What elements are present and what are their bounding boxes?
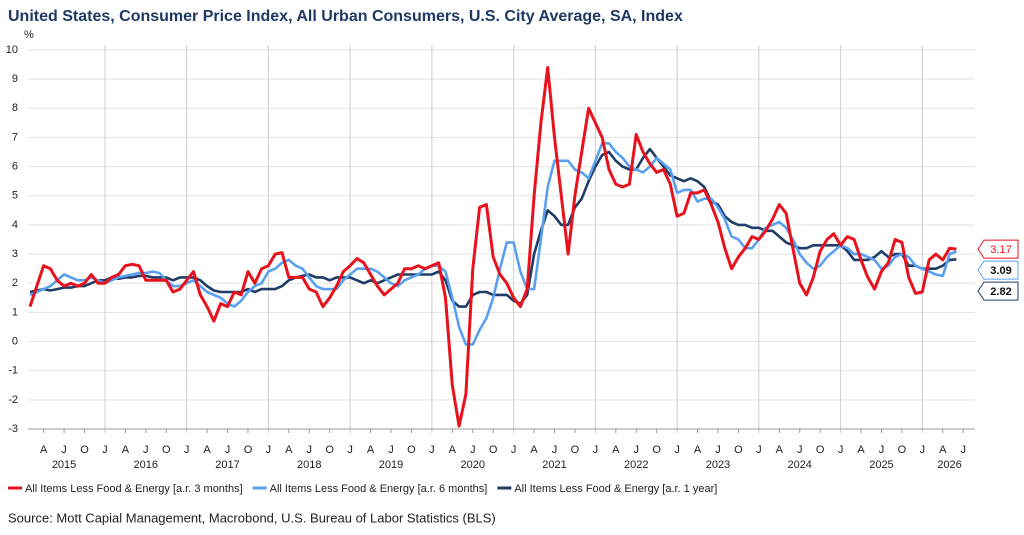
series-line — [28, 66, 957, 428]
year-label: 2021 — [542, 459, 566, 471]
x-tick-label: J — [225, 444, 231, 456]
x-tick-label: J — [715, 444, 721, 456]
y-tick-label: 3 — [12, 248, 18, 260]
x-tick-label: A — [40, 444, 48, 456]
y-tick-label: 4 — [12, 219, 18, 231]
x-tick-label: O — [244, 444, 253, 456]
y-tick-label: -3 — [8, 423, 18, 435]
x-tick-label: O — [734, 444, 743, 456]
x-tick-label: A — [857, 444, 865, 456]
y-tick-label: -2 — [8, 394, 18, 406]
x-tick-label: A — [449, 444, 457, 456]
x-tick-label: A — [776, 444, 784, 456]
y-tick-label: 6 — [12, 161, 18, 173]
chart-title: United States, Consumer Price Index, All… — [8, 8, 683, 25]
x-tick-label: A — [694, 444, 702, 456]
y-tick-label: 8 — [12, 102, 18, 114]
year-label: 2023 — [706, 459, 730, 471]
y-tick-label: 10 — [6, 44, 18, 56]
y-tick-label: 5 — [12, 190, 18, 202]
y-tick-label: 0 — [12, 335, 18, 347]
x-tick-label: O — [816, 444, 825, 456]
x-tick-label: O — [325, 444, 334, 456]
legend-label: All Items Less Food & Energy [a.r. 1 yea… — [514, 483, 717, 495]
x-tick-label: J — [756, 444, 762, 456]
year-label: 2018 — [297, 459, 321, 471]
x-tick-label: J — [102, 444, 108, 456]
y-tick-label: 7 — [12, 131, 18, 143]
y-tick-label: 9 — [12, 73, 18, 85]
x-tick-label: O — [898, 444, 907, 456]
x-tick-label: J — [920, 444, 926, 456]
x-tick-label: O — [652, 444, 661, 456]
x-tick-label: J — [674, 444, 680, 456]
y-tick-label: 2 — [12, 277, 18, 289]
series-line — [29, 142, 957, 346]
year-label: 2017 — [215, 459, 239, 471]
end-label: 3.09 — [990, 265, 1011, 277]
x-tick-label: J — [61, 444, 67, 456]
x-tick-label: O — [489, 444, 498, 456]
x-tick-label: J — [143, 444, 149, 456]
x-tick-label: J — [552, 444, 558, 456]
y-tick-label: -1 — [8, 365, 18, 377]
x-tick-label: A — [367, 444, 375, 456]
year-label: 2015 — [52, 459, 76, 471]
x-tick-label: J — [388, 444, 394, 456]
x-tick-label: J — [797, 444, 803, 456]
x-tick-label: O — [80, 444, 89, 456]
x-tick-label: A — [612, 444, 620, 456]
x-tick-label: A — [939, 444, 947, 456]
legend-label: All Items Less Food & Energy [a.r. 6 mon… — [270, 483, 488, 495]
year-label: 2019 — [379, 459, 403, 471]
x-tick-label: J — [633, 444, 639, 456]
x-tick-label: J — [184, 444, 190, 456]
x-tick-label: O — [407, 444, 416, 456]
end-label-box — [977, 239, 1019, 259]
x-tick-label: O — [162, 444, 171, 456]
end-label: 3.17 — [990, 244, 1011, 256]
year-label: 2025 — [869, 459, 893, 471]
x-tick-label: J — [879, 444, 885, 456]
x-tick-label: A — [285, 444, 293, 456]
x-tick-label: A — [530, 444, 538, 456]
x-tick-label: J — [960, 444, 966, 456]
end-label: 2.82 — [990, 286, 1011, 298]
year-label: 2020 — [461, 459, 485, 471]
source: Source: Mott Capial Management, Macrobon… — [8, 510, 496, 525]
x-tick-label: A — [122, 444, 130, 456]
year-label: 2024 — [787, 459, 811, 471]
x-tick-label: J — [838, 444, 844, 456]
end-label-box — [977, 281, 1019, 301]
x-tick-label: A — [203, 444, 211, 456]
x-tick-label: J — [511, 444, 517, 456]
y-tick-label: 1 — [12, 306, 18, 318]
year-label: 2022 — [624, 459, 648, 471]
x-tick-label: J — [429, 444, 435, 456]
y-unit: % — [24, 29, 34, 41]
x-tick-label: J — [307, 444, 313, 456]
year-label: 2016 — [134, 459, 158, 471]
x-tick-label: O — [571, 444, 580, 456]
x-tick-label: J — [470, 444, 476, 456]
end-label-box — [977, 260, 1019, 280]
x-tick-label: J — [266, 444, 272, 456]
legend-label: All Items Less Food & Energy [a.r. 3 mon… — [25, 483, 243, 495]
x-tick-label: J — [347, 444, 353, 456]
x-tick-label: J — [593, 444, 599, 456]
year-label: 2026 — [937, 459, 961, 471]
